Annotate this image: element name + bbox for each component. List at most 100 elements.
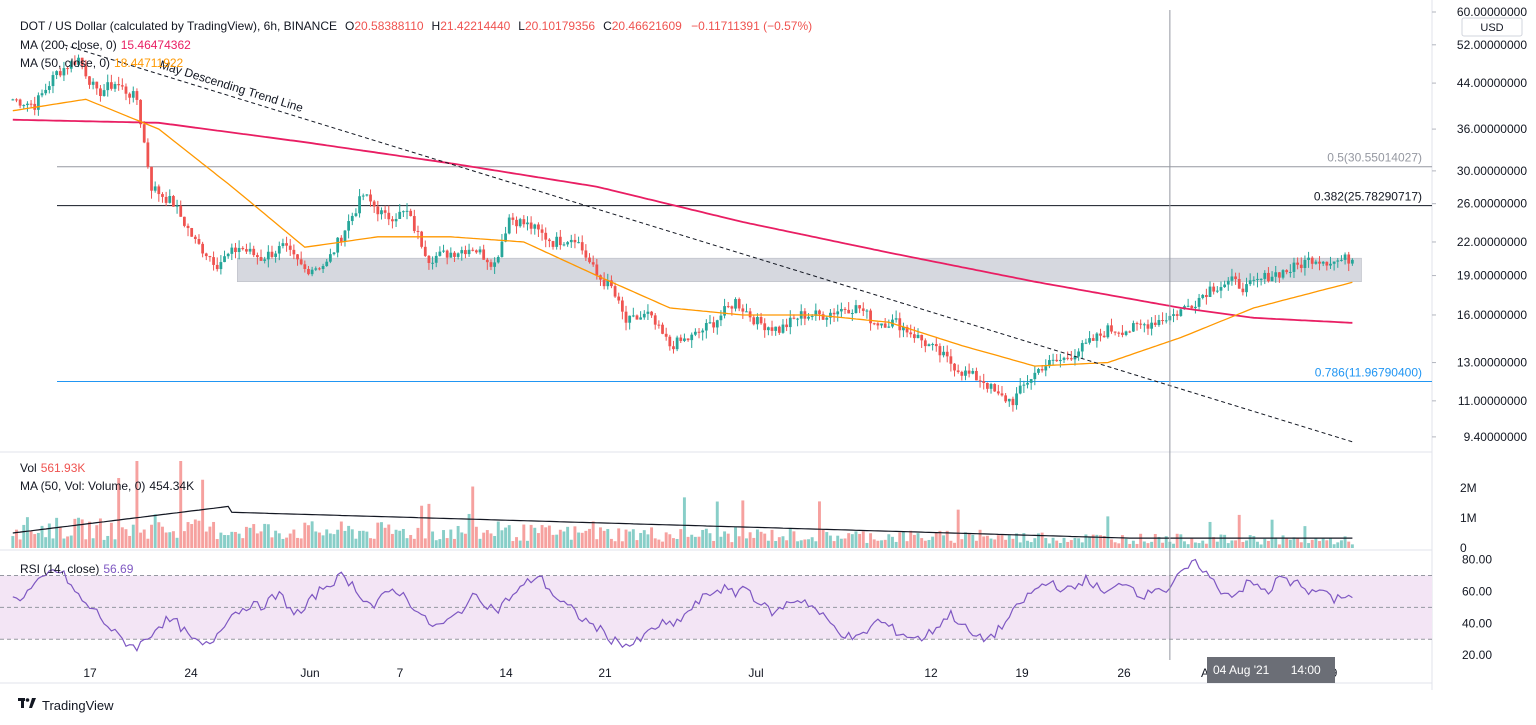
volume-bar <box>1245 540 1248 548</box>
volume-bar <box>168 532 172 548</box>
candle <box>920 334 924 341</box>
candle <box>989 384 993 389</box>
candle <box>372 201 376 207</box>
volume-bar <box>1252 536 1256 548</box>
volume-bar <box>1058 542 1062 548</box>
volume-bar <box>712 540 716 548</box>
candle <box>850 313 854 315</box>
volume-bar <box>912 534 916 548</box>
volume-bar <box>171 531 175 548</box>
volume-bar <box>387 524 391 548</box>
volume-ma-legend[interactable]: MA (50, Vol: Volume, 0) 454.34K <box>20 478 194 494</box>
volume-bar <box>953 542 956 548</box>
volume-bar <box>628 531 632 548</box>
volume-bar <box>1066 541 1070 548</box>
volume-bar <box>664 532 668 548</box>
candle <box>47 86 51 90</box>
candle <box>51 75 55 87</box>
candle <box>1179 309 1183 316</box>
candle <box>241 247 245 250</box>
candle <box>102 90 106 97</box>
candle <box>1234 276 1237 280</box>
volume-bar <box>1219 534 1223 548</box>
volume-bar <box>369 538 372 548</box>
volume-bar <box>493 535 497 548</box>
candle <box>588 257 591 263</box>
volume-bar <box>883 539 887 548</box>
high-value: 21.42214440 <box>440 19 511 33</box>
candle <box>314 268 318 270</box>
ma50-legend[interactable]: MA (50, close, 0) 18.44711922 <box>20 55 183 71</box>
candle <box>11 99 15 101</box>
volume-bar <box>1277 544 1281 548</box>
volume-bar <box>453 538 456 548</box>
volume-legend[interactable]: Vol 561.93K <box>20 460 85 476</box>
candle <box>610 280 613 287</box>
volume-bar <box>1018 542 1022 548</box>
volume-bar <box>252 524 256 548</box>
volume-bar <box>1339 540 1343 548</box>
candle <box>55 71 59 76</box>
volume-bar <box>1120 535 1124 548</box>
candle <box>533 224 537 229</box>
volume-bar <box>1124 538 1128 548</box>
candle <box>869 310 872 324</box>
volume-bar <box>993 539 997 548</box>
volume-bar <box>1172 543 1175 548</box>
candle <box>1237 279 1241 289</box>
candle <box>215 264 219 270</box>
volume-bar <box>91 538 95 548</box>
candle <box>745 311 748 313</box>
volume-bar <box>303 522 307 548</box>
volume-bar <box>1175 533 1179 548</box>
volume-bar <box>1230 540 1234 548</box>
volume-bar <box>748 532 752 548</box>
candle <box>1099 333 1102 336</box>
volume-bar <box>613 541 617 548</box>
candle <box>1037 369 1040 373</box>
rsi-legend[interactable]: RSI (14, close) 56.69 <box>20 561 133 577</box>
candle <box>1161 320 1164 322</box>
ma200-legend[interactable]: MA (200, close, 0) 15.46474362 <box>20 37 191 53</box>
volume-bar <box>383 527 387 548</box>
candle <box>409 210 413 217</box>
volume-bar <box>22 524 26 548</box>
candle <box>1325 261 1329 266</box>
volume-bar <box>485 530 489 548</box>
candle <box>318 268 321 270</box>
candle <box>1303 259 1307 269</box>
volume-bar <box>84 539 88 548</box>
candle <box>858 305 862 309</box>
candle <box>1007 398 1011 402</box>
volume-bar <box>482 532 486 548</box>
volume-bar <box>745 538 748 548</box>
volume-bar <box>1011 538 1015 548</box>
candle <box>544 232 548 240</box>
open-value: 20.58388110 <box>354 19 424 33</box>
volume-bar <box>274 530 278 548</box>
volume-bar <box>500 530 504 548</box>
volume-bar <box>328 533 332 548</box>
volume-bar <box>1004 539 1008 548</box>
volume-bar <box>781 536 785 548</box>
volume-bar <box>223 534 226 548</box>
candle <box>898 318 902 331</box>
low-label: L <box>518 19 525 33</box>
volume-bar <box>69 535 73 548</box>
candle <box>704 322 708 331</box>
candle <box>916 334 920 339</box>
volume-bar <box>62 538 66 548</box>
volume-bar <box>354 538 358 548</box>
volume-bar <box>927 539 931 548</box>
candle <box>653 315 657 325</box>
volume-bar <box>562 531 566 548</box>
candle <box>865 310 869 312</box>
candle <box>927 344 931 347</box>
tradingview-logo[interactable]: TradingView <box>18 698 114 713</box>
volume-bar <box>1197 543 1201 548</box>
candle <box>29 103 33 105</box>
volume-bar <box>529 524 533 548</box>
candle <box>69 61 73 69</box>
candle <box>1212 286 1216 292</box>
